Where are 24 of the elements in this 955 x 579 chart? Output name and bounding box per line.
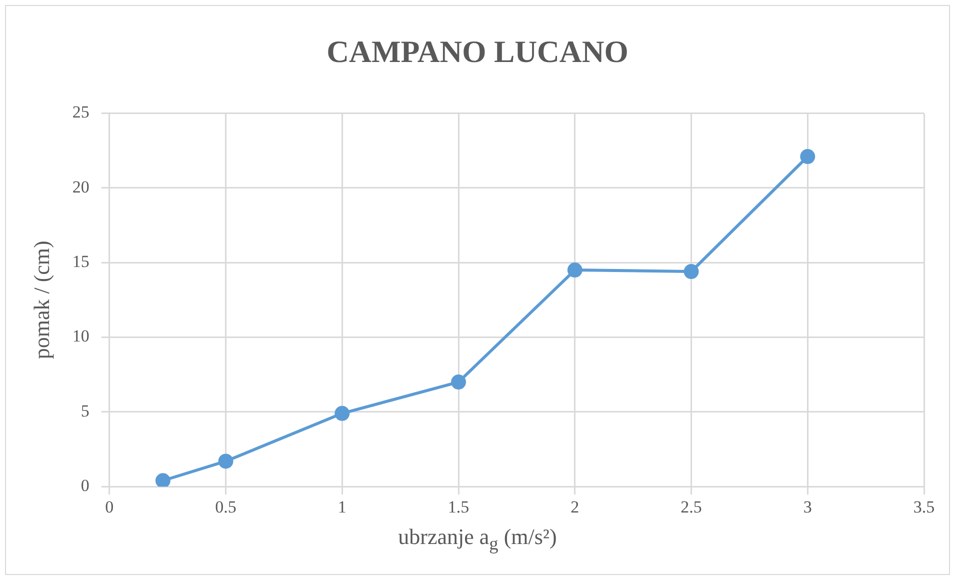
chart-title: CAMPANO LUCANO [326,34,630,70]
point [800,149,816,164]
point [218,454,234,469]
point [334,406,350,421]
y-tick-label: 0 [80,476,90,496]
x-tick-label: 2 [570,497,580,516]
y-axis-title: pomak / (cm) [28,240,54,360]
x-tick-label: 1.5 [448,497,470,516]
x-tick-label: 3.5 [913,497,935,516]
point [567,262,582,278]
point [451,374,466,390]
point [155,473,170,487]
point [684,264,699,280]
y-tick-label: 15 [72,252,90,272]
x-tick-label: 0 [105,497,114,516]
x-tick-label: 1 [338,497,346,516]
x-tick-label: 3 [803,497,812,516]
y-tick-label: 5 [80,401,90,420]
x-tick-label: 0.5 [215,497,236,516]
y-tick-label: 25 [72,102,90,122]
y-tick-label: 10 [72,326,90,346]
y-tick-label: 20 [72,177,90,196]
x-tick-label: 2.5 [680,497,702,516]
x-axis-title: ubrzanje a$_{g}$ (m/s²) [397,524,558,554]
